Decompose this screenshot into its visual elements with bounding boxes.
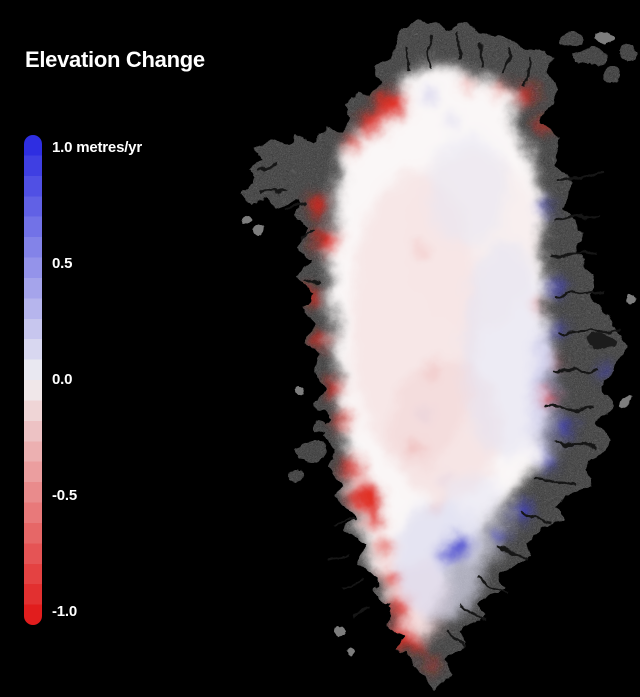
colorbar-tick-max: 1.0 metres/yr — [52, 139, 142, 156]
ice-sheet-layer — [303, 62, 610, 670]
thickening-blobs — [422, 91, 610, 564]
scoresby-fjord — [585, 332, 615, 348]
colorbar-gradient — [24, 135, 42, 625]
colorbar-tick-min: -1.0 — [52, 603, 78, 620]
colorbar-tick-05: 0.5 — [52, 255, 73, 272]
map-layers — [232, 12, 640, 697]
fjord-lines — [255, 31, 621, 648]
colorbar-tick-neg05: -0.5 — [52, 487, 78, 504]
chart-title: Elevation Change — [25, 47, 205, 72]
thinning-blobs — [303, 78, 561, 670]
colorbar-tick-0: 0.0 — [52, 371, 73, 388]
